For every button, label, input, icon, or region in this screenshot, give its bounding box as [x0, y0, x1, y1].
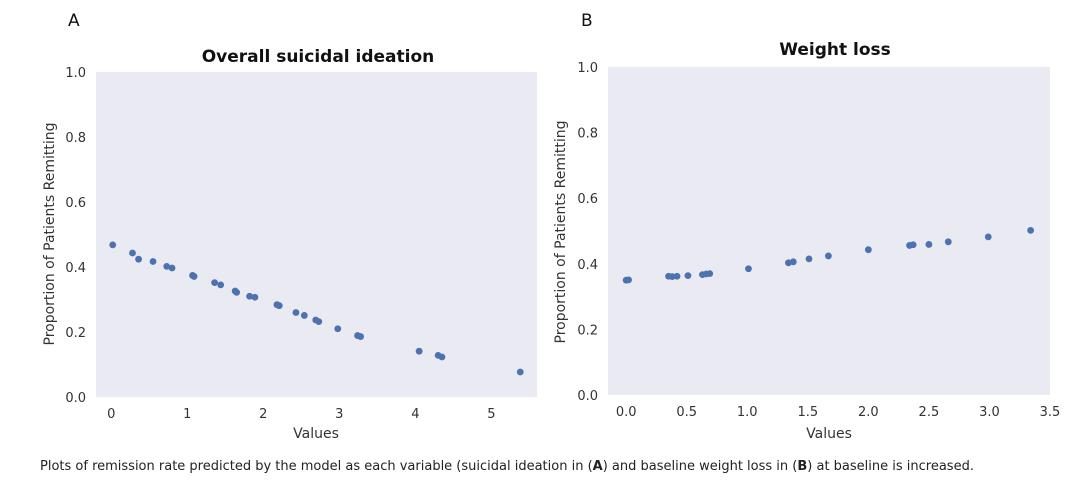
panel-a-data-point	[357, 333, 364, 340]
panel-b-x-tick-label: 1.0	[737, 405, 758, 420]
panel-a-x-axis-label: Values	[293, 426, 339, 442]
panel-a-data-point	[135, 255, 142, 263]
panel-a-y-tick-label: 0.4	[65, 261, 86, 276]
panel-a-x-tick-label: 2	[259, 407, 267, 422]
panel-b-data-point	[673, 272, 681, 280]
panel-a-y-axis-label: Proportion of Patients Remitting	[42, 123, 58, 346]
panel-b-data-point	[745, 265, 752, 273]
panel-b-data-point	[1027, 226, 1035, 234]
panel-a-letter: A	[68, 11, 80, 31]
panel-b-data-point	[668, 273, 676, 280]
panel-a-data-point	[292, 309, 300, 316]
panel-b-data-point	[909, 241, 917, 249]
panel-a-data-point	[109, 241, 117, 249]
panel-b-x-tick-label: 0.5	[676, 405, 697, 420]
panel-b-data-point	[984, 233, 992, 241]
panel-a-data-point	[163, 262, 171, 270]
panel-a-data-point	[300, 312, 308, 319]
panel-a-data-point	[334, 325, 342, 333]
panel-a-data-point	[415, 347, 423, 355]
caption-bold-b: B	[797, 459, 808, 474]
caption-text-3: ) at baseline is increased.	[807, 459, 974, 474]
panel-a-y-tick-label: 0.0	[65, 391, 86, 406]
panel-a-data-point	[190, 273, 198, 280]
panel-a-y-tick-label: 0.6	[65, 196, 86, 211]
panel-b-x-tick-label: 2.5	[919, 405, 940, 420]
panel-a-data-point	[233, 288, 241, 296]
panel-b-x-tick-label: 0.0	[616, 405, 637, 420]
panel-b-data-point	[684, 272, 692, 280]
panel-b-y-tick-label: 0.6	[577, 192, 598, 207]
panel-b-y-tick-label: 1.0	[577, 61, 598, 76]
panel-a-data-point	[516, 368, 524, 376]
panel-b-x-axis-label: Values	[806, 426, 852, 442]
panel-a-x-tick-label: 3	[335, 407, 343, 422]
panel-b-data-point	[944, 238, 952, 246]
panel-a-data-point	[275, 302, 283, 310]
panel-b-letter: B	[581, 11, 593, 31]
panel-b-y-tick-label: 0.8	[577, 127, 598, 142]
figure-caption: Plots of remission rate predicted by the…	[40, 459, 1060, 474]
panel-a-y-tick-label: 1.0	[65, 66, 86, 81]
panel-b-x-tick-label: 3.5	[1040, 405, 1061, 420]
panel-b-data-point	[864, 246, 872, 254]
panel-a-x-tick-label: 4	[411, 407, 419, 422]
panel-a-plot-area	[96, 72, 537, 397]
panel-b-y-axis-label: Proportion of Patients Remitting	[553, 121, 569, 344]
panel-b-data-point	[625, 276, 632, 284]
panel-a-data-point	[168, 264, 176, 272]
panel-a-data-point	[315, 318, 323, 325]
caption-text-1: Plots of remission rate predicted by the…	[40, 459, 593, 474]
panel-b-data-point	[805, 255, 813, 263]
panel-b-data-point	[925, 241, 933, 248]
panel-a-y-tick-label: 0.2	[65, 326, 86, 341]
panel-a-data-point	[246, 292, 253, 300]
panel-a-title-background	[180, 40, 456, 72]
panel-a-data-point	[251, 293, 259, 301]
caption-text-2: ) and baseline weight loss in (	[602, 459, 798, 474]
caption-bold-a: A	[592, 459, 603, 474]
panel-a-x-tick-label: 1	[183, 407, 191, 422]
panel-a-data-point	[129, 249, 136, 257]
panel-b-y-tick-label: 0.2	[577, 323, 598, 338]
panel-a: A Overall suicidal ideation 0 1 2 3 4 5 0.0 0.…	[42, 11, 537, 442]
panel-b: B Weight loss 0.0 0.5 1.0 1.5 2.0 2.5 3.0 3.5 0…	[553, 11, 1060, 442]
panel-b-y-tick-label: 0.0	[577, 389, 598, 404]
panel-a-x-tick-label: 5	[487, 407, 495, 422]
panel-a-y-tick-label: 0.8	[65, 131, 86, 146]
panel-a-x-tick-label: 0	[107, 407, 115, 422]
panel-a-title: Overall suicidal ideation	[202, 47, 435, 67]
panel-b-data-point	[789, 258, 797, 266]
panel-a-data-point	[217, 281, 225, 289]
panel-b-data-point	[706, 270, 714, 278]
panel-b-x-tick-label: 2.0	[858, 405, 879, 420]
panel-b-y-tick-label: 0.4	[577, 258, 598, 273]
panel-a-data-point	[211, 279, 219, 286]
panel-b-data-point	[824, 252, 832, 260]
panel-a-data-point	[149, 258, 157, 265]
panel-b-plot-area	[608, 67, 1050, 395]
panel-b-x-tick-label: 3.0	[979, 405, 1000, 420]
panel-b-title: Weight loss	[779, 40, 891, 60]
panel-b-x-tick-label: 1.5	[797, 405, 818, 420]
panel-a-data-point	[438, 353, 446, 361]
